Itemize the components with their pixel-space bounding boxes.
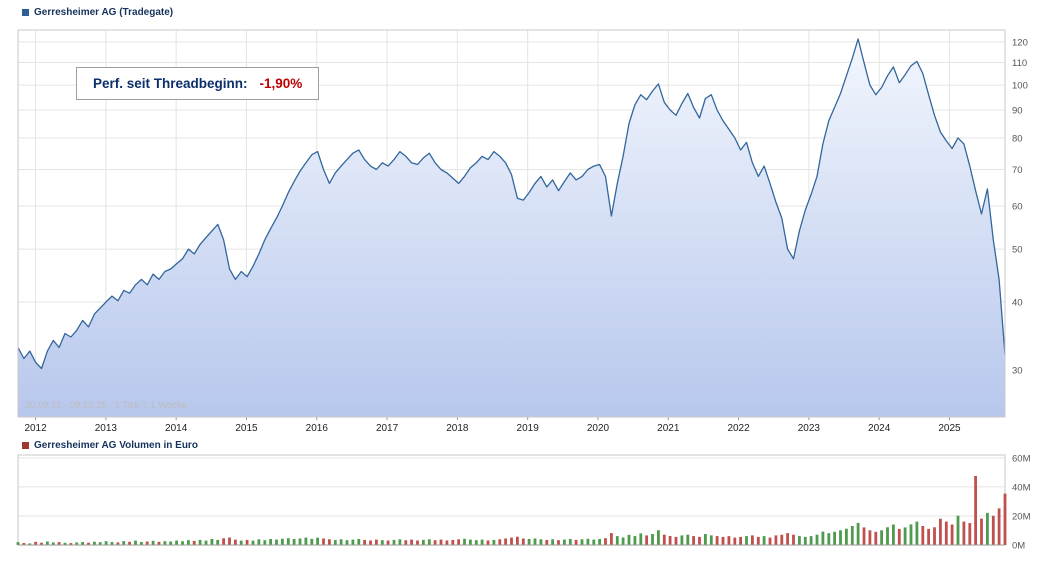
price-legend-label: Gerresheimer AG (Tradegate) (34, 7, 174, 18)
price-chart-legend: Gerresheimer AG (Tradegate) (22, 7, 173, 18)
svg-text:2020: 2020 (587, 423, 610, 434)
svg-text:30: 30 (1012, 366, 1023, 377)
svg-text:2021: 2021 (657, 423, 680, 434)
svg-text:20M: 20M (1012, 511, 1031, 522)
svg-text:2019: 2019 (517, 423, 540, 434)
svg-text:80: 80 (1012, 133, 1023, 144)
svg-text:40M: 40M (1012, 482, 1031, 493)
svg-text:2015: 2015 (235, 423, 258, 434)
svg-text:60: 60 (1012, 201, 1023, 212)
svg-text:100: 100 (1012, 81, 1028, 92)
svg-text:2018: 2018 (446, 423, 469, 434)
performance-value: -1,90% (259, 76, 303, 91)
performance-annotation: Perf. seit Threadbeginn: -1,90% (76, 67, 320, 100)
svg-text:2024: 2024 (868, 423, 891, 434)
svg-text:2013: 2013 (95, 423, 118, 434)
svg-text:60M: 60M (1012, 453, 1031, 464)
svg-text:40: 40 (1012, 297, 1023, 308)
price-legend-swatch-icon (22, 9, 29, 16)
svg-text:2012: 2012 (24, 423, 47, 434)
volume-legend-label: Gerresheimer AG Volumen in Euro (34, 440, 198, 451)
svg-text:2025: 2025 (938, 423, 961, 434)
svg-text:0M: 0M (1012, 541, 1025, 552)
volume-chart-legend: Gerresheimer AG Volumen in Euro (22, 440, 198, 451)
svg-text:2023: 2023 (798, 423, 821, 434)
svg-text:2022: 2022 (727, 423, 750, 434)
svg-text:2014: 2014 (165, 423, 188, 434)
performance-label: Perf. seit Threadbeginn: (93, 76, 248, 91)
svg-text:50: 50 (1012, 245, 1023, 256)
svg-text:70: 70 (1012, 165, 1023, 176)
svg-text:90: 90 (1012, 106, 1023, 117)
svg-text:110: 110 (1012, 58, 1027, 69)
chart-date-range: 30.09.11 - 09.10.25 1 Tick = 1 Woche (25, 400, 188, 411)
svg-text:120: 120 (1012, 37, 1028, 48)
volume-legend-swatch-icon (22, 442, 29, 449)
svg-text:2016: 2016 (306, 423, 329, 434)
svg-text:2017: 2017 (376, 423, 399, 434)
